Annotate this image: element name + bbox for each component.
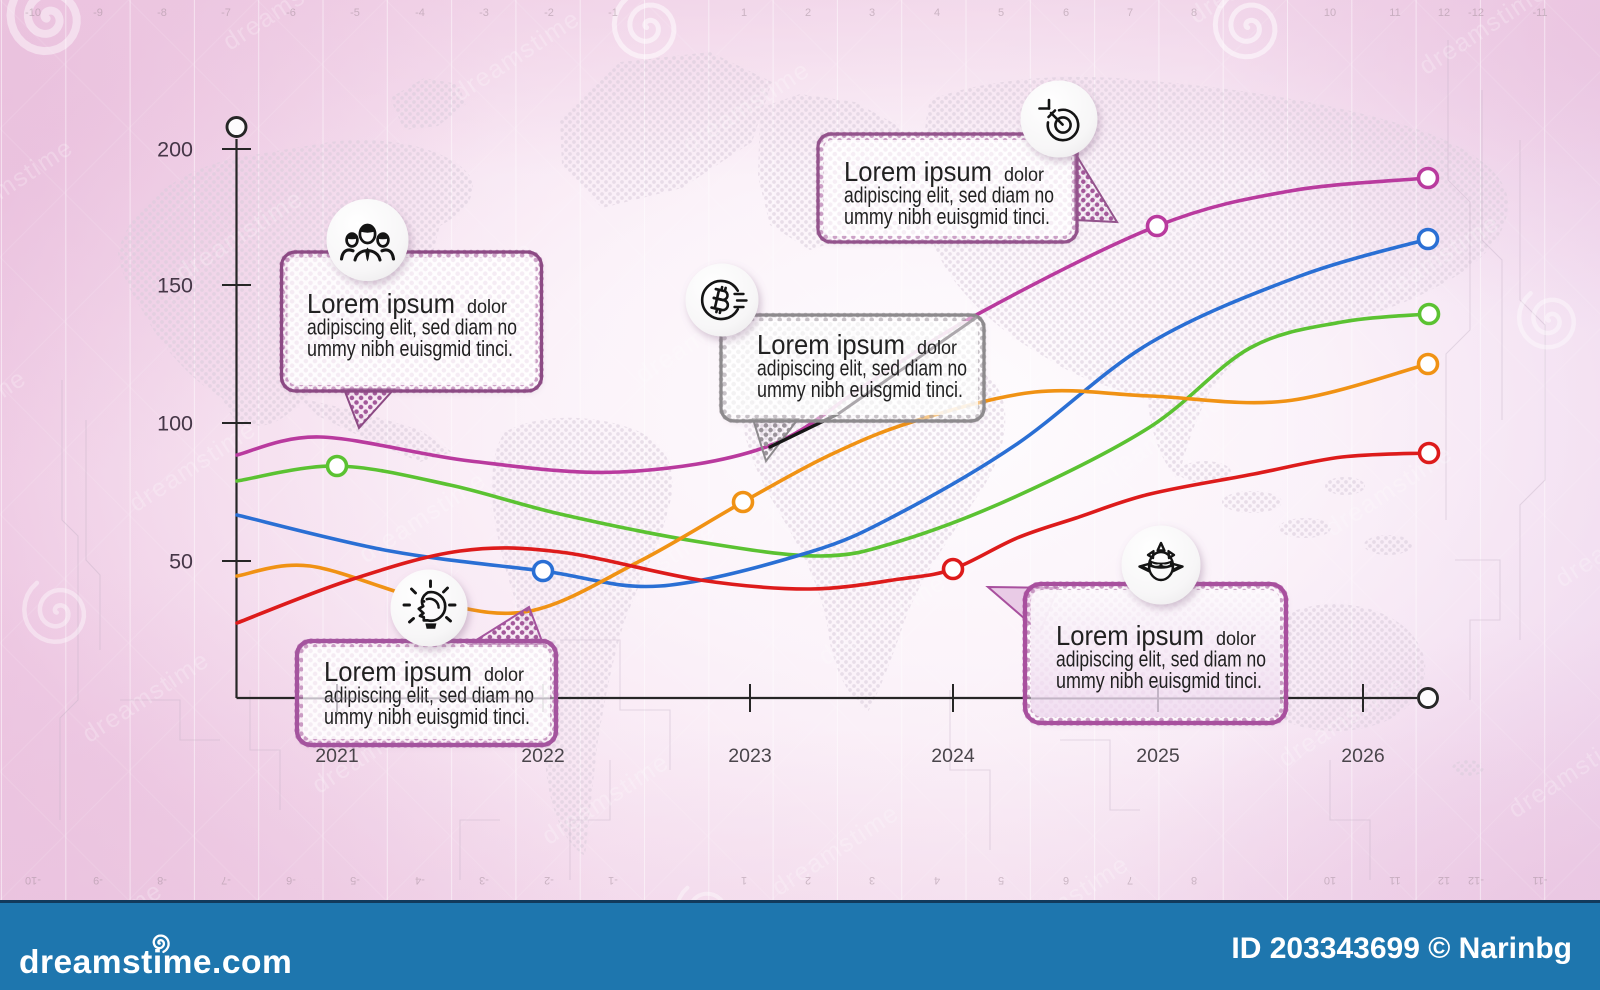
svg-text:2022: 2022 xyxy=(521,745,564,767)
svg-text:2026: 2026 xyxy=(1341,745,1384,767)
svg-text:-12: -12 xyxy=(1468,7,1484,19)
svg-text:-4: -4 xyxy=(415,874,425,886)
svg-text:-12: -12 xyxy=(1468,874,1484,886)
svg-text:Lorem ipsum: Lorem ipsum xyxy=(844,156,992,187)
svg-text:-2: -2 xyxy=(544,874,554,886)
svg-text:4: 4 xyxy=(934,7,940,19)
svg-text:11: 11 xyxy=(1389,874,1400,886)
svg-text:-11: -11 xyxy=(1532,7,1547,19)
svg-text:Lorem ipsum: Lorem ipsum xyxy=(307,288,455,319)
svg-text:ummy nibh euisgmid tinci.: ummy nibh euisgmid tinci. xyxy=(307,336,513,361)
svg-text:150: 150 xyxy=(157,274,193,298)
svg-text:5: 5 xyxy=(998,874,1004,886)
svg-text:dreamstime.com: dreamstime.com xyxy=(19,944,292,981)
svg-text:dolor: dolor xyxy=(484,664,524,686)
svg-text:ummy nibh euisgmid tinci.: ummy nibh euisgmid tinci. xyxy=(844,204,1050,229)
svg-text:-9: -9 xyxy=(93,7,103,19)
svg-text:dolor: dolor xyxy=(917,337,957,359)
svg-text:2025: 2025 xyxy=(1136,745,1180,767)
svg-text:-1: -1 xyxy=(608,7,618,19)
svg-text:11: 11 xyxy=(1389,7,1400,19)
svg-text:-8: -8 xyxy=(157,7,167,19)
svg-text:adipiscing elit, sed diam no: adipiscing elit, sed diam no xyxy=(757,356,967,381)
svg-text:-11: -11 xyxy=(1532,874,1547,886)
svg-text:ummy nibh euisgmid tinci.: ummy nibh euisgmid tinci. xyxy=(1056,668,1262,693)
svg-text:12: 12 xyxy=(1438,874,1450,886)
svg-text:dolor: dolor xyxy=(1216,628,1256,650)
svg-text:-7: -7 xyxy=(221,874,231,886)
svg-text:-10: -10 xyxy=(25,874,41,886)
svg-text:dolor: dolor xyxy=(467,296,507,318)
svg-text:-5: -5 xyxy=(350,7,360,19)
svg-text:3: 3 xyxy=(869,874,875,886)
svg-text:adipiscing elit, sed diam no: adipiscing elit, sed diam no xyxy=(307,315,517,340)
svg-text:-6: -6 xyxy=(286,874,296,886)
svg-text:6: 6 xyxy=(1063,7,1069,19)
svg-text:adipiscing elit, sed diam no: adipiscing elit, sed diam no xyxy=(1056,647,1266,672)
svg-text:-1: -1 xyxy=(608,874,618,886)
svg-text:12: 12 xyxy=(1438,7,1450,19)
svg-text:-6: -6 xyxy=(286,7,296,19)
svg-text:-10: -10 xyxy=(25,7,41,19)
svg-text:200: 200 xyxy=(157,138,193,162)
svg-text:6: 6 xyxy=(1063,874,1069,886)
svg-text:10: 10 xyxy=(1324,7,1336,19)
svg-text:adipiscing elit, sed diam no: adipiscing elit, sed diam no xyxy=(844,183,1054,208)
svg-text:2024: 2024 xyxy=(931,745,975,767)
svg-text:-3: -3 xyxy=(479,7,489,19)
svg-text:-4: -4 xyxy=(415,7,425,19)
svg-text:4: 4 xyxy=(934,874,940,886)
svg-text:ID 203343699 © Narinbg: ID 203343699 © Narinbg xyxy=(1231,932,1572,965)
svg-text:10: 10 xyxy=(1324,874,1336,886)
svg-text:-8: -8 xyxy=(157,874,167,886)
svg-text:Lorem ipsum: Lorem ipsum xyxy=(324,656,472,687)
svg-text:1: 1 xyxy=(741,874,747,886)
svg-text:8: 8 xyxy=(1191,7,1197,19)
svg-text:adipiscing elit, sed diam no: adipiscing elit, sed diam no xyxy=(324,683,534,708)
svg-text:-7: -7 xyxy=(221,7,231,19)
svg-text:-3: -3 xyxy=(479,874,489,886)
svg-text:8: 8 xyxy=(1191,874,1197,886)
svg-text:-9: -9 xyxy=(93,874,103,886)
svg-text:ummy nibh euisgmid tinci.: ummy nibh euisgmid tinci. xyxy=(757,377,963,402)
svg-text:2021: 2021 xyxy=(315,745,358,767)
svg-text:7: 7 xyxy=(1127,7,1133,19)
svg-text:1: 1 xyxy=(741,7,747,19)
svg-text:Lorem ipsum: Lorem ipsum xyxy=(1056,620,1204,651)
svg-text:7: 7 xyxy=(1127,874,1133,886)
svg-text:5: 5 xyxy=(998,7,1004,19)
svg-text:100: 100 xyxy=(157,412,193,436)
svg-text:ummy nibh euisgmid tinci.: ummy nibh euisgmid tinci. xyxy=(324,704,530,729)
svg-text:Lorem ipsum: Lorem ipsum xyxy=(757,329,905,360)
svg-text:-5: -5 xyxy=(350,874,360,886)
svg-text:2: 2 xyxy=(805,7,811,19)
svg-text:2: 2 xyxy=(805,874,811,886)
svg-text:dolor: dolor xyxy=(1004,164,1044,186)
svg-text:-2: -2 xyxy=(544,7,554,19)
svg-text:2023: 2023 xyxy=(728,745,771,767)
svg-text:50: 50 xyxy=(169,550,193,574)
svg-text:3: 3 xyxy=(869,7,875,19)
